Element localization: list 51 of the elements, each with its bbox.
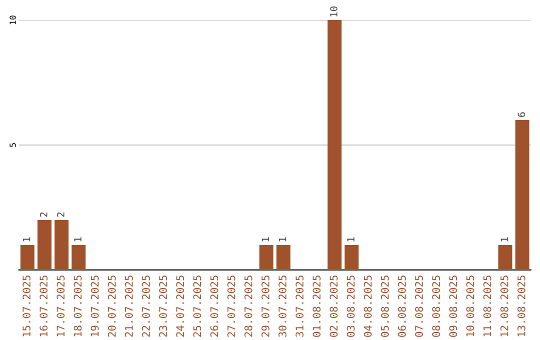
x-tick-label: 09.08.2025	[449, 276, 458, 337]
x-tick-label: 16.07.2025	[40, 276, 48, 336]
bar	[72, 244, 86, 270]
x-tick-label: 18.07.2025	[74, 276, 82, 336]
x-tick-label: 29.07.2025	[262, 276, 270, 337]
x-tick-label: 26.07.2025	[210, 276, 218, 337]
x-tick-label: 04.08.2025	[364, 276, 372, 337]
x-tick-label: 23.07.2025	[159, 276, 167, 337]
bar	[515, 120, 530, 270]
x-tick-label: 20.07.2025	[108, 276, 116, 337]
x-tick-label: 12.08.2025	[500, 276, 508, 336]
x-tick-label: 28.07.2025	[244, 276, 252, 337]
data-label: 1	[74, 237, 82, 242]
x-tick-label: 15.07.2025	[22, 276, 30, 336]
x-tick-label: 02.08.2025	[330, 276, 338, 337]
data-label: 1	[262, 237, 270, 242]
bar	[328, 20, 342, 270]
bar	[259, 244, 274, 270]
x-tick-label: 08.08.2025	[432, 276, 440, 337]
data-label: 1	[23, 237, 30, 242]
x-tick-label: 27.07.2025	[227, 276, 236, 337]
x-tick-label: 01.08.2025	[312, 276, 321, 337]
bar	[54, 220, 69, 270]
y-tick-label: 5	[10, 143, 16, 147]
data-label: 1	[500, 237, 508, 242]
x-tick-label: 25.07.2025	[193, 276, 202, 337]
x-tick-label: 10.08.2025	[466, 276, 474, 336]
data-label: 6	[518, 112, 526, 117]
x-tick-label: 03.08.2025	[346, 276, 355, 337]
x-tick-label: 06.08.2025	[398, 276, 406, 337]
x-tick-label: 22.07.2025	[142, 276, 150, 337]
x-tick-label: 21.07.2025	[124, 276, 133, 337]
data-label: 1	[347, 237, 354, 242]
x-tick-label: 30.07.2025	[278, 276, 286, 337]
x-tick-label: 17.07.2025	[56, 276, 65, 336]
data-label: 2	[57, 212, 64, 217]
bar	[344, 244, 359, 270]
x-tick-label: 13.08.2025	[517, 276, 526, 336]
x-tick-label: 11.08.2025	[483, 276, 492, 336]
bar	[498, 244, 512, 270]
bar	[20, 244, 34, 270]
data-label: 10	[330, 6, 338, 16]
x-tick-label: 05.08.2025	[380, 276, 389, 337]
x-tick-label: 07.08.2025	[415, 276, 423, 337]
x-tick-label: 31.07.2025	[296, 276, 304, 337]
data-label: 2	[40, 212, 48, 217]
x-tick-label: 24.07.2025	[176, 276, 184, 337]
data-label: 1	[279, 237, 286, 242]
x-tick-label: 19.07.2025	[90, 276, 99, 336]
bar	[38, 220, 52, 270]
bar	[276, 244, 290, 270]
